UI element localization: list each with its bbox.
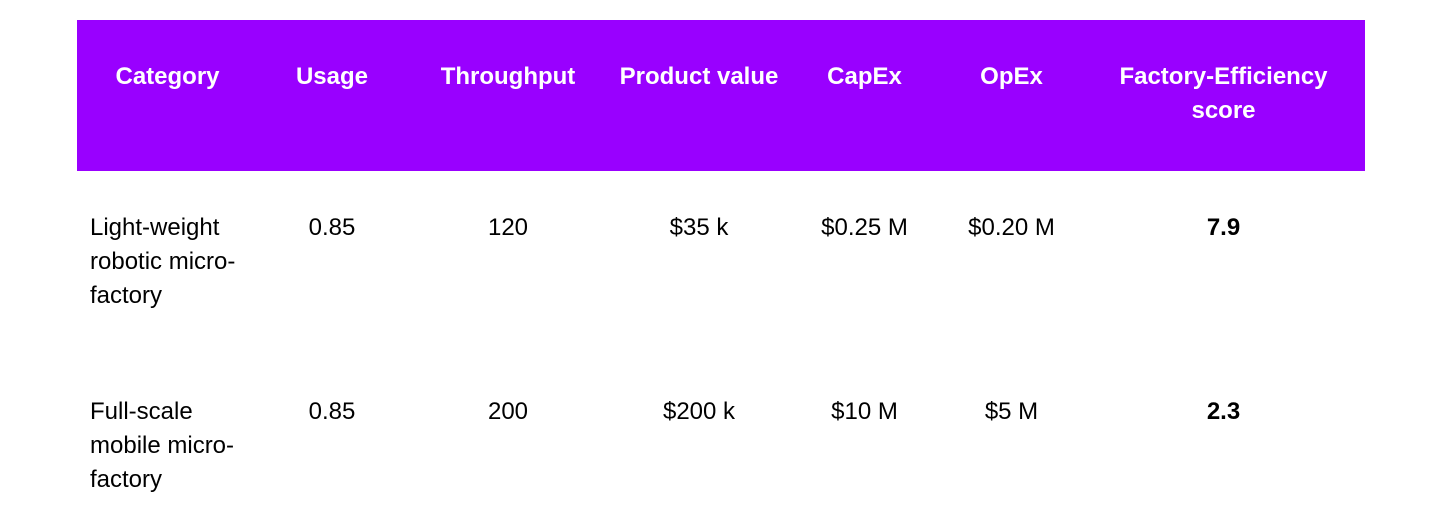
comparison-table-container: Category Usage Throughput Product value … <box>77 20 1365 509</box>
cell-efficiency-score: 7.9 <box>1206 214 1241 241</box>
table-row: Light-weight robotic micro-factory 0.85 … <box>77 171 1365 355</box>
cell-efficiency-score: 2.3 <box>1206 398 1241 425</box>
table-row: Full-scale mobile micro-factory 0.85 200… <box>77 355 1365 509</box>
header-row: Category Usage Throughput Product value … <box>77 20 1365 171</box>
cell-opex: $5 M <box>984 398 1039 425</box>
cell-opex: $0.20 M <box>968 214 1055 241</box>
cell-product-value: $35 k <box>669 214 729 241</box>
cell-capex: $10 M <box>831 398 898 425</box>
cell-throughput: 200 <box>487 398 529 425</box>
cell-capex: $0.25 M <box>821 214 908 241</box>
column-header-category: Category <box>115 63 220 90</box>
table-header: Category Usage Throughput Product value … <box>77 20 1365 171</box>
column-header-capex: CapEx <box>827 63 902 90</box>
table-body: Light-weight robotic micro-factory 0.85 … <box>77 171 1365 509</box>
factory-comparison-table: Category Usage Throughput Product value … <box>77 20 1365 509</box>
cell-usage: 0.85 <box>308 214 356 241</box>
cell-category: Full-scale mobile micro-factory <box>90 398 235 493</box>
column-header-throughput: Throughput <box>440 63 576 90</box>
cell-product-value: $200 k <box>662 398 736 425</box>
column-header-product-value: Product value <box>619 63 779 90</box>
cell-category: Light-weight robotic micro-factory <box>90 214 236 309</box>
column-header-usage: Usage <box>295 63 369 90</box>
column-header-efficiency-score: Factory-Efficiency score <box>1119 63 1328 124</box>
cell-throughput: 120 <box>487 214 529 241</box>
cell-usage: 0.85 <box>308 398 356 425</box>
column-header-opex: OpEx <box>980 63 1043 90</box>
